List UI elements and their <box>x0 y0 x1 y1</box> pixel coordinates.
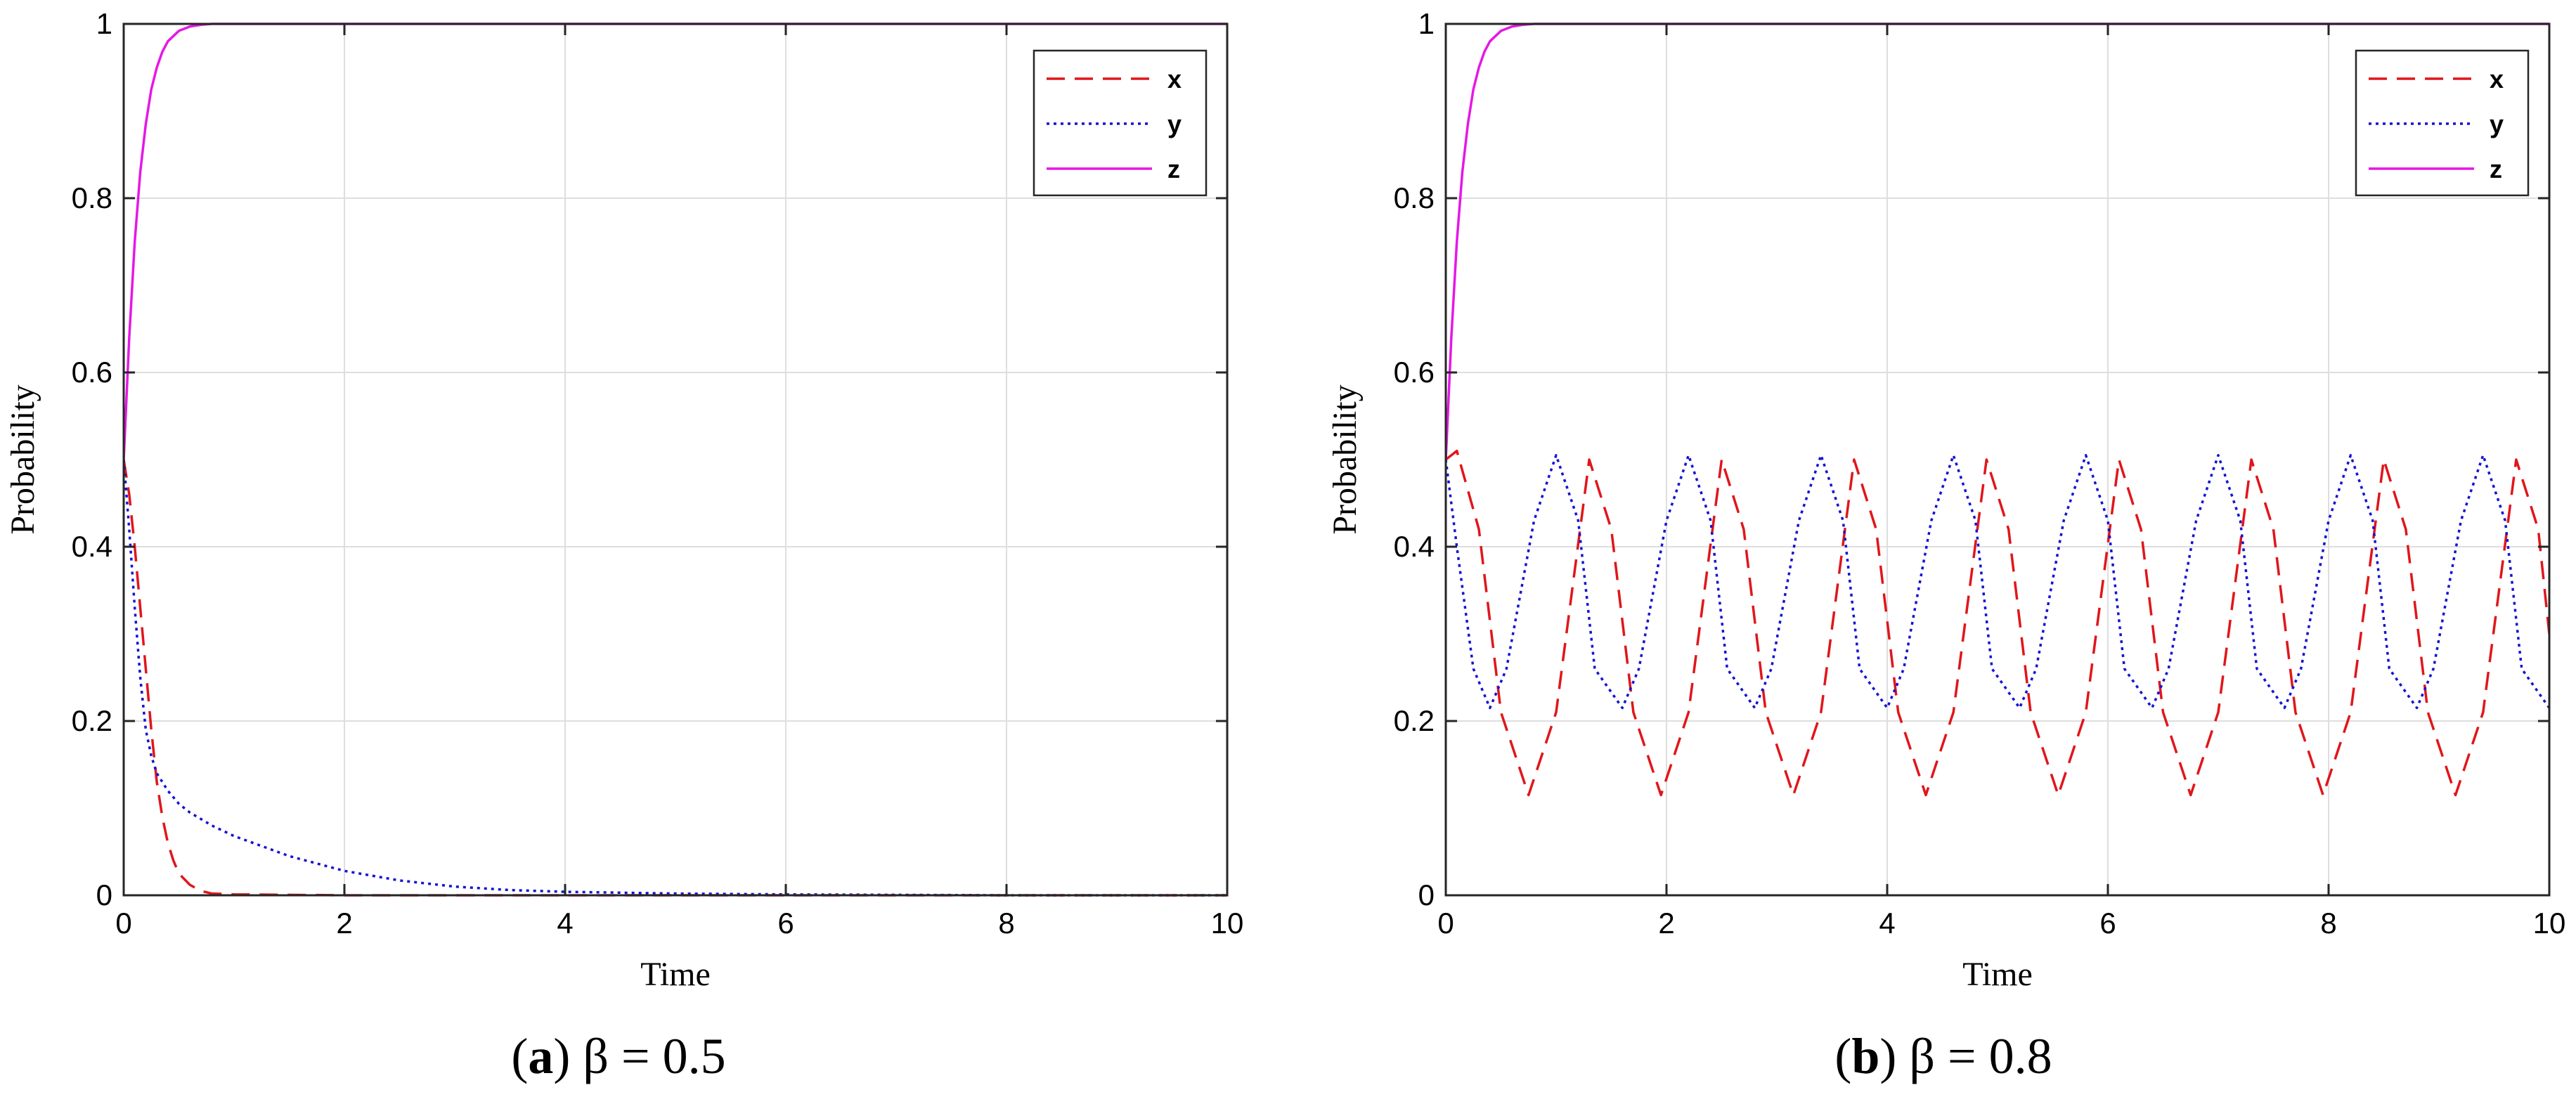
panel-b-axes-box <box>1444 22 2551 897</box>
panel-b-xtick-label: 4 <box>1879 907 1895 940</box>
panel-a-ytick-label: 0.4 <box>72 530 112 563</box>
panel-a-ytick-label: 0.2 <box>72 704 112 737</box>
panel-a-xlabel: Time <box>640 956 711 993</box>
panel-b-ytick-label: 0.4 <box>1394 530 1435 563</box>
panel-b-xlabel: Time <box>1962 956 2033 993</box>
panel-b-xtick-label: 0 <box>1437 907 1454 940</box>
panel-b-series-x <box>1446 449 2549 797</box>
panel-a-legend-label-z: z <box>1167 155 1180 183</box>
panel-a-legend-label-y: y <box>1167 110 1182 138</box>
caption-b: (b) β = 0.8 <box>1834 1028 2052 1084</box>
panel-a-xtick-label: 0 <box>115 907 131 940</box>
caption-a-letter: a <box>528 1028 554 1084</box>
panel-b: 0 2 4 6 8 10 0 0.2 0.4 0.6 0.8 1 Time Probability xyz <box>1326 7 2565 993</box>
panel-a-xtick-label: 4 <box>557 907 573 940</box>
panel-b-ytick-label: 1 <box>1418 7 1435 40</box>
panel-b-legend-label-x: x <box>2490 65 2504 93</box>
caption-b-letter: b <box>1851 1028 1880 1084</box>
panel-a-xtick-label: 10 <box>1211 907 1244 940</box>
panel-b-xtick-label: 10 <box>2533 907 2566 940</box>
panel-b-xtick-label: 2 <box>1658 907 1674 940</box>
caption-a: (a) β = 0.5 <box>511 1028 726 1084</box>
panel-b-xtick-label: 8 <box>2320 907 2336 940</box>
panel-a-xtick-label: 8 <box>998 907 1014 940</box>
panel-a-ytick-label: 0 <box>96 878 112 911</box>
panel-a-xtick-label: 2 <box>336 907 352 940</box>
panel-b-xtick-label: 6 <box>2099 907 2116 940</box>
figure: 0 2 4 6 8 1000.20.40.60.81TimeProbabilityxyz … <box>4 7 2565 993</box>
panel-a-ytick-label: 1 <box>96 7 112 40</box>
panel-a-ytick-label: 0.6 <box>72 356 112 389</box>
panel-b-ytick-label: 0.6 <box>1394 356 1435 389</box>
panel-a-ytick-label: 0.8 <box>72 181 112 214</box>
panel-b-ytick-label: 0.2 <box>1394 704 1435 737</box>
panel-b-legend-label-z: z <box>2490 155 2502 183</box>
panel-a: 0 2 4 6 8 10 0 0.2 0.4 0.6 0.8 1 Time Probability xyz <box>4 7 1243 993</box>
panel-a-axes-box <box>122 22 1229 897</box>
panel-a-legend-label-x: x <box>1167 65 1182 93</box>
panel-a-xtick-label: 6 <box>777 907 794 940</box>
caption-b-text: β = 0.8 <box>1909 1028 2052 1084</box>
panel-b-ytick-label: 0 <box>1418 878 1435 911</box>
panel-b-series-y <box>1446 454 2549 710</box>
panel-a-series-y <box>124 459 1227 897</box>
caption-a-text: β = 0.5 <box>583 1028 726 1084</box>
panel-b-ytick-label: 0.8 <box>1394 181 1435 214</box>
panel-b-ylabel: Probability <box>1326 384 1364 534</box>
panel-b-legend-label-y: y <box>2490 110 2504 138</box>
panel-a-ylabel: Probability <box>4 384 41 534</box>
